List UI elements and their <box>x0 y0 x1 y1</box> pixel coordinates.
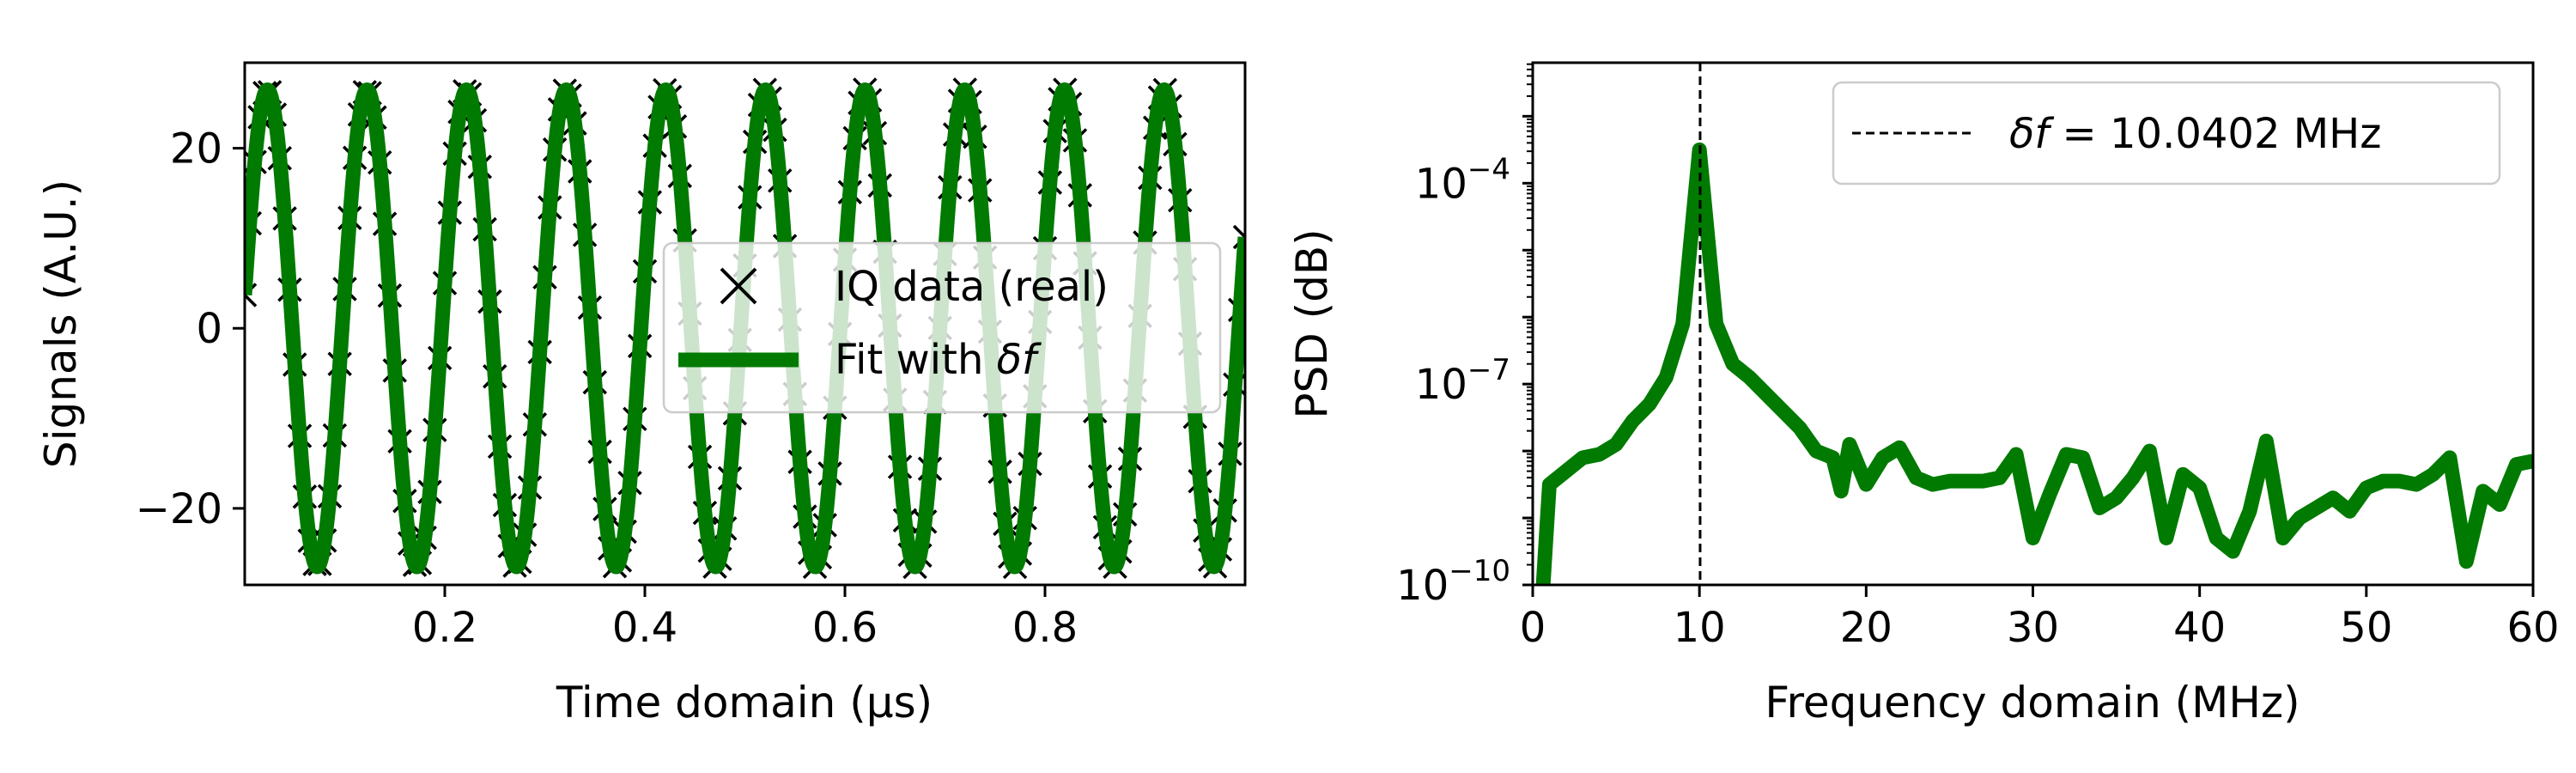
psd-x-tick-label: 20 <box>1840 604 1893 652</box>
psd-line <box>1535 142 2533 585</box>
legend-entry-iq-data: IQ data (real) <box>835 263 1109 311</box>
psd-y-tick-label: 10−4 <box>1415 152 1510 208</box>
legend-delta-f-symbol: δf <box>2009 110 2054 158</box>
frequency-domain-chart: 0 10 20 30 40 50 60 10−410−710−10 Frequency do… <box>1287 61 2560 727</box>
legend-delta-f-value: = 10.0402 MHz <box>2049 110 2381 158</box>
time-x-tick-label: 0.8 <box>1012 604 1078 652</box>
psd-y-tick-label: 10−7 <box>1415 353 1510 409</box>
psd-x-tick-label: 60 <box>2506 604 2559 652</box>
time-domain-chart: 0.2 0.4 0.6 0.8 20 0 −20 Time domain (μs) Sig… <box>36 61 1247 727</box>
psd-x-tick-label: 30 <box>2007 604 2059 652</box>
time-y-axis-label: Signals (A.U.) <box>36 180 86 468</box>
psd-y-tick-exponent: −7 <box>1467 353 1510 387</box>
psd-y-tick-exponent: −4 <box>1467 152 1510 186</box>
time-x-tick-label: 0.4 <box>612 604 677 652</box>
legend-x-marker-icon <box>720 267 757 305</box>
legend-entry-delta-f: δf = 10.0402 MHz <box>2009 110 2381 158</box>
psd-legend-box <box>1832 81 2501 186</box>
legend-entry-fit-symbol: δf <box>997 336 1042 384</box>
psd-x-axis-label: Frequency domain (MHz) <box>1765 678 2300 727</box>
time-plot-frame <box>243 61 1247 587</box>
time-legend: IQ data (real) Fit with δf <box>662 241 1222 414</box>
time-y-tick-label: −20 <box>136 485 222 533</box>
time-legend-box <box>662 241 1222 414</box>
time-y-tick-label: 0 <box>196 305 222 353</box>
psd-x-tick-label: 50 <box>2340 604 2392 652</box>
legend-entry-fit: Fit with δf <box>835 336 1042 384</box>
time-y-tick-label: 20 <box>170 125 222 173</box>
psd-y-tick-exponent: −10 <box>1449 554 1510 588</box>
psd-y-tick-label: 10−10 <box>1396 554 1510 610</box>
psd-x-tick-label: 40 <box>2173 604 2226 652</box>
psd-y-tick-base: 10 <box>1396 562 1449 610</box>
psd-y-axis-label: PSD (dB) <box>1287 228 1337 418</box>
psd-legend: δf = 10.0402 MHz <box>1832 81 2501 186</box>
psd-x-tick-label: 10 <box>1674 604 1726 652</box>
legend-entry-fit-prefix: Fit with <box>835 336 997 384</box>
psd-y-tick-base: 10 <box>1415 361 1467 409</box>
time-x-axis-label: Time domain (μs) <box>556 678 933 727</box>
time-x-tick-label: 0.6 <box>812 604 878 652</box>
psd-x-tick-label: 0 <box>1520 604 1546 652</box>
psd-y-tick-base: 10 <box>1415 160 1467 208</box>
time-x-tick-label: 0.2 <box>412 604 477 652</box>
